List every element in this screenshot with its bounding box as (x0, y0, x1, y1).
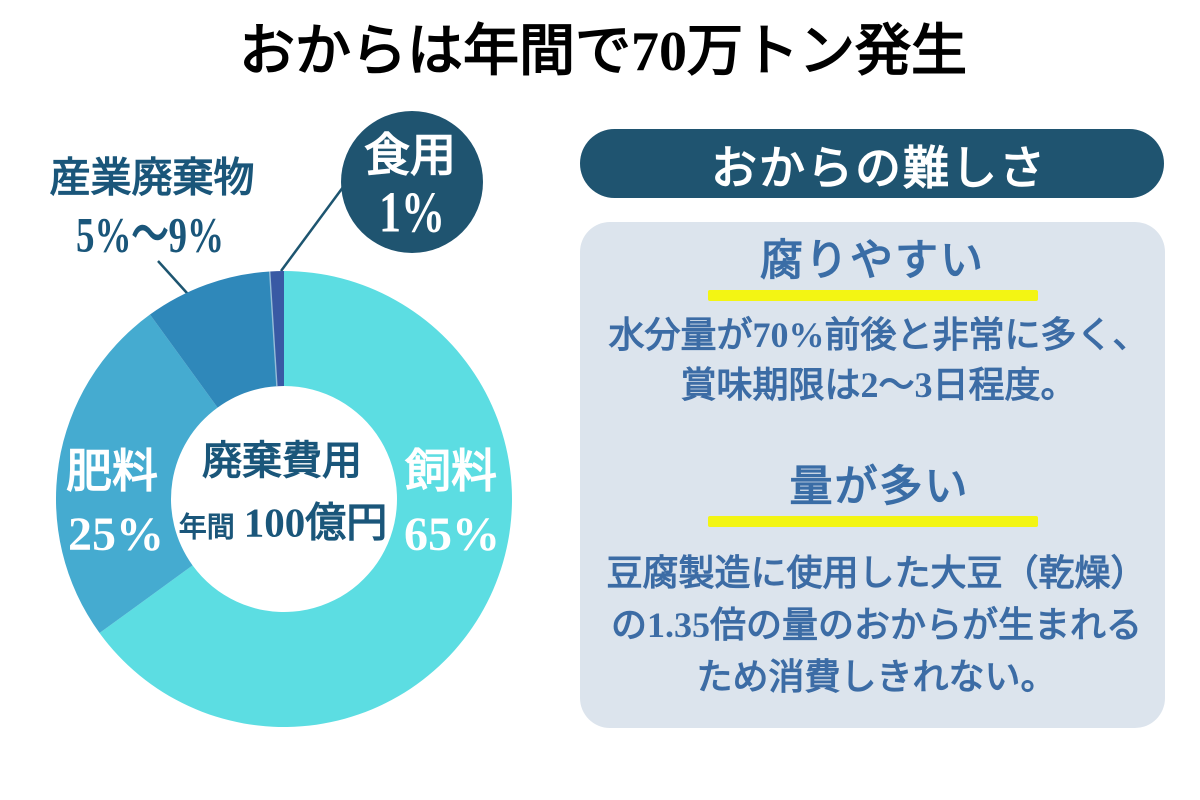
section-body-spoils-easily: 水分量が70%前後と非常に多く、 賞味期限は2〜3日程度。 (608, 315, 1149, 405)
donut-slice-2 (149, 271, 277, 408)
donut-slice-1 (55, 314, 218, 634)
heading-underline-2 (707, 516, 1038, 527)
panel-header: おからの難しさ (580, 129, 1164, 198)
section-heading-spoils-easily: 腐りやすい (760, 238, 985, 285)
label-feed: 飼料 (405, 446, 497, 497)
donut-center-value-prefix: 年間 (178, 512, 235, 544)
leader-line-food (279, 174, 354, 272)
slice-separator-line (269, 271, 278, 387)
section-body-large-quantity: 豆腐製造に使用した大豆（乾燥） の1.35倍の量のおからが生まれる ため消費しき… (606, 553, 1147, 697)
donut-slice-0 (99, 271, 512, 728)
pct-food: 1% (379, 179, 445, 245)
donut-center-value-amount: 100億円 (243, 499, 388, 546)
heading-underline-1 (707, 290, 1038, 301)
pct-feed: 65% (404, 508, 500, 561)
label-fertilizer: 肥料 (66, 446, 158, 497)
label-industrial-waste: 産業廃棄物 (49, 154, 255, 201)
pct-industrial-waste: 5%〜9% (76, 208, 224, 264)
food-callout-circle (341, 111, 483, 253)
page-title: おからは年間で70万トン発生 (239, 21, 967, 83)
donut-center-title: 廃棄費用 (202, 438, 362, 483)
section-heading-large-quantity: 量が多い (789, 464, 970, 511)
label-food: 食用 (364, 130, 456, 181)
donut-slices (55, 271, 512, 728)
donut-slice-3 (269, 271, 284, 387)
pct-fertilizer: 25% (68, 508, 164, 561)
donut-center-value: 年間 100億円 (178, 499, 388, 546)
info-box: 腐りやすい 水分量が70%前後と非常に多く、 賞味期限は2〜3日程度。 量が多い… (580, 222, 1165, 728)
